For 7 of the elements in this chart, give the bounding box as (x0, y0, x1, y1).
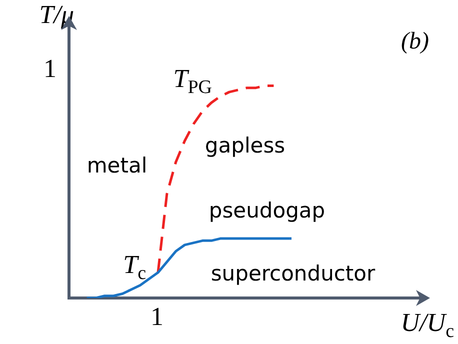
annotation: superconductor (210, 261, 376, 286)
annotation: gapless (204, 133, 286, 158)
annotation: pseudogap (208, 198, 326, 222)
annotation: metal (86, 153, 148, 178)
text: 1 (44, 54, 56, 83)
text: (b) (401, 28, 429, 54)
text: 1 (150, 302, 164, 331)
